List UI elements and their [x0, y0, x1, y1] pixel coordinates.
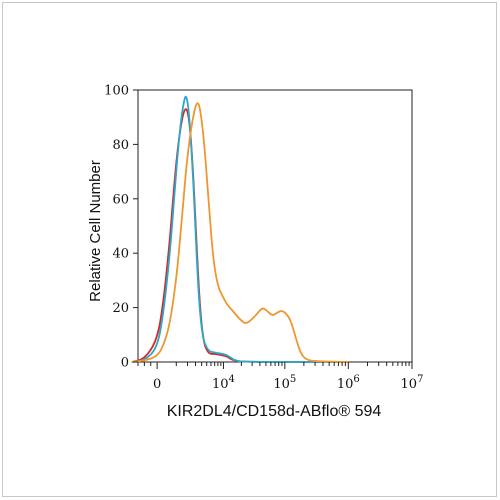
histogram-series-3 [131, 102, 349, 363]
x-tick-label: 106 [337, 374, 360, 392]
x-tick-label: 105 [273, 374, 296, 392]
plot-area [137, 89, 413, 363]
x-tick-label: 104 [212, 374, 235, 392]
x-axis-ticks: 0 104 105 106 107 [137, 362, 424, 392]
y-tick-label: 20 [112, 301, 129, 316]
x-tick-label: 107 [401, 374, 424, 392]
y-tick-label: 40 [112, 247, 129, 262]
y-axis-title: Relative Cell Number [87, 160, 104, 302]
y-tick-label: 60 [112, 192, 129, 207]
y-axis-ticks: 0 20 40 60 80 100 [104, 84, 138, 371]
y-tick-label: 80 [112, 138, 129, 153]
y-tick-label: 100 [104, 84, 129, 99]
histogram-curves [131, 95, 349, 363]
y-tick-label: 0 [121, 356, 129, 371]
x-axis-title: KIR2DL4/CD158d-ABflo® 594 [167, 403, 382, 420]
x-tick-label: 0 [153, 377, 161, 392]
